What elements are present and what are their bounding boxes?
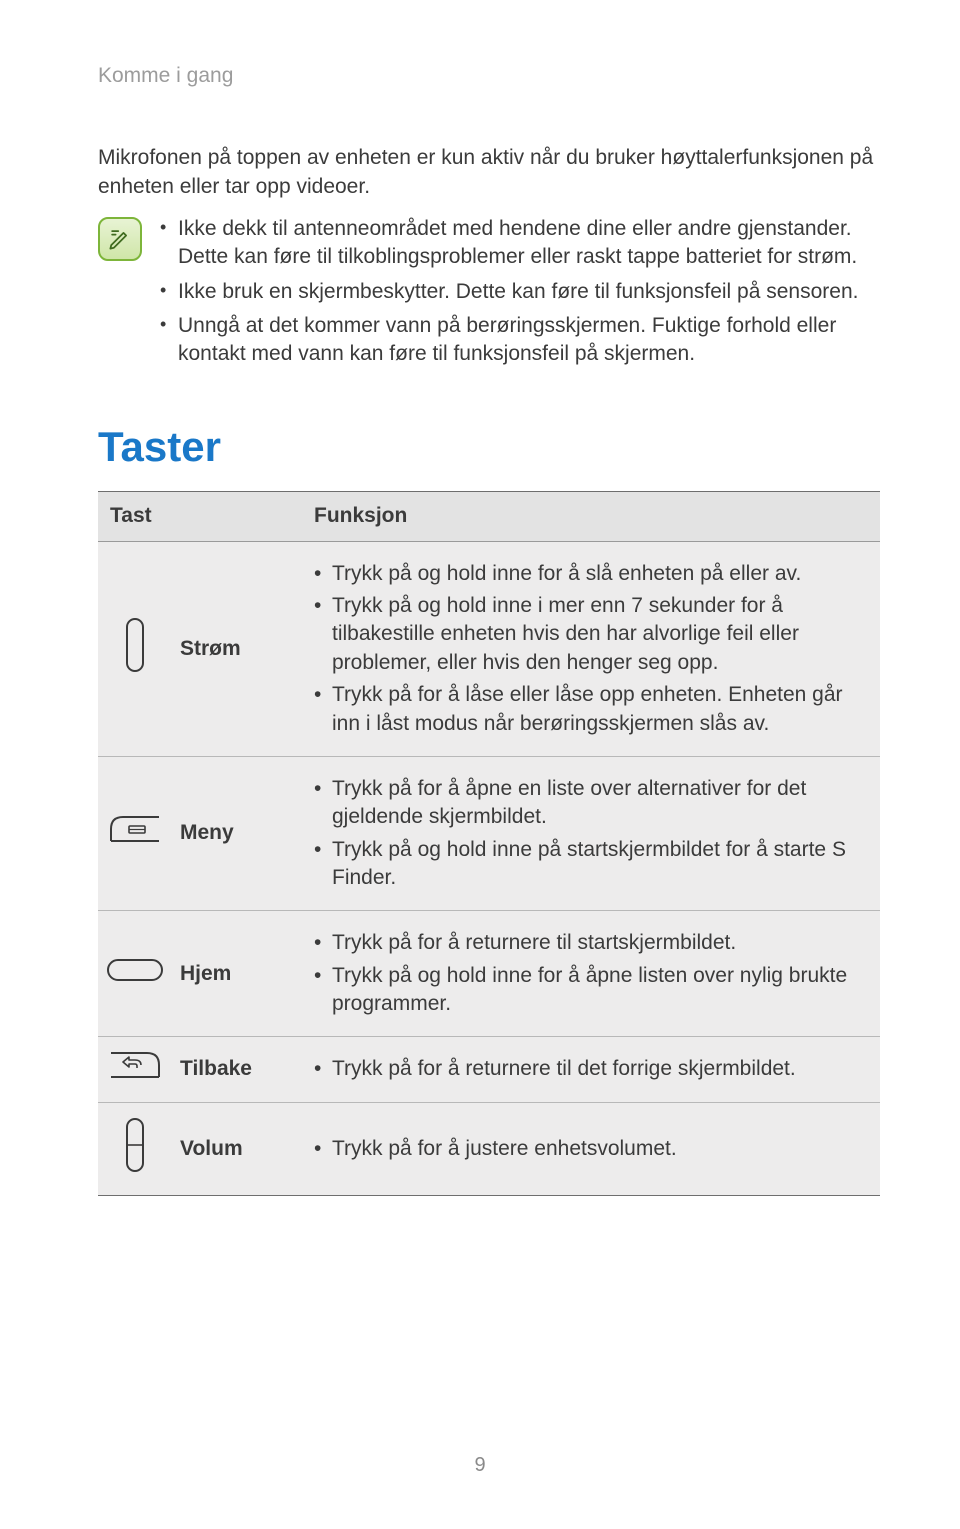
breadcrumb: Komme i gang: [98, 62, 880, 90]
key-label: Tilbake: [172, 1037, 302, 1102]
func-item: Trykk på og hold inne for å åpne listen …: [310, 962, 872, 1019]
note-item: Unngå at det kommer vann på berøringsskj…: [156, 312, 880, 369]
power-key-icon: [125, 617, 145, 673]
key-label: Meny: [172, 756, 302, 910]
volume-key-icon: [125, 1117, 145, 1173]
key-icon-cell: [98, 911, 172, 1037]
note-list: Ikke dekk til antenneområdet med hendene…: [156, 215, 880, 375]
table-row: Strøm Trykk på og hold inne for å slå en…: [98, 541, 880, 756]
home-key-icon: [106, 958, 164, 982]
table-header-row: Tast Funksjon: [98, 492, 880, 541]
keys-table: Tast Funksjon Strøm Trykk på og hold inn…: [98, 491, 880, 1196]
note-item: Ikke dekk til antenneområdet med hendene…: [156, 215, 880, 272]
func-item: Trykk på for å returnere til startskjerm…: [310, 929, 872, 957]
key-funcs: Trykk på for å åpne en liste over altern…: [302, 756, 880, 910]
note-block: Ikke dekk til antenneområdet med hendene…: [98, 215, 880, 375]
key-icon-cell: [98, 1102, 172, 1195]
key-icon-cell: [98, 1037, 172, 1102]
table-row: Volum Trykk på for å justere enhetsvolum…: [98, 1102, 880, 1195]
func-item: Trykk på for å låse eller låse opp enhet…: [310, 681, 872, 738]
header-key: Tast: [98, 492, 302, 541]
func-item: Trykk på for å returnere til det forrige…: [310, 1055, 872, 1083]
key-icon-cell: [98, 541, 172, 756]
func-item: Trykk på og hold inne i mer enn 7 sekund…: [310, 592, 872, 677]
func-item: Trykk på for å justere enhetsvolumet.: [310, 1135, 872, 1163]
menu-key-icon: [109, 815, 161, 843]
page-number: 9: [0, 1452, 960, 1479]
key-funcs: Trykk på og hold inne for å slå enheten …: [302, 541, 880, 756]
func-item: Trykk på for å åpne en liste over altern…: [310, 775, 872, 832]
header-func: Funksjon: [302, 492, 880, 541]
table-row: Hjem Trykk på for å returnere til starts…: [98, 911, 880, 1037]
key-label: Strøm: [172, 541, 302, 756]
table-row: Meny Trykk på for å åpne en liste over a…: [98, 756, 880, 910]
func-item: Trykk på og hold inne for å slå enheten …: [310, 560, 872, 588]
key-funcs: Trykk på for å justere enhetsvolumet.: [302, 1102, 880, 1195]
key-icon-cell: [98, 756, 172, 910]
key-label: Hjem: [172, 911, 302, 1037]
back-key-icon: [109, 1051, 161, 1079]
key-funcs: Trykk på for å returnere til startskjerm…: [302, 911, 880, 1037]
pencil-note-icon: [106, 225, 134, 253]
intro-paragraph: Mikrofonen på toppen av enheten er kun a…: [98, 144, 880, 201]
section-title: Taster: [98, 419, 880, 476]
note-item: Ikke bruk en skjermbeskytter. Dette kan …: [156, 278, 880, 306]
func-item: Trykk på og hold inne på startskjermbild…: [310, 836, 872, 893]
note-icon: [98, 217, 142, 261]
key-label: Volum: [172, 1102, 302, 1195]
table-row: Tilbake Trykk på for å returnere til det…: [98, 1037, 880, 1102]
key-funcs: Trykk på for å returnere til det forrige…: [302, 1037, 880, 1102]
